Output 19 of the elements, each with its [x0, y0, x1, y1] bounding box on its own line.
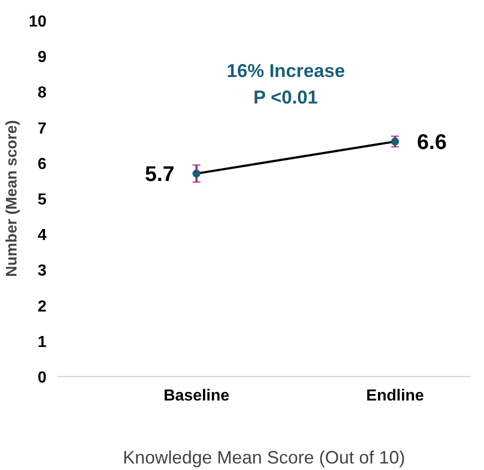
- annotation: 16% Increase: [226, 60, 345, 81]
- y-tick-label: 9: [38, 49, 47, 66]
- data-label: 6.6: [417, 130, 447, 154]
- y-tick-label: 10: [28, 14, 47, 30]
- x-tick-label: Endline: [366, 388, 424, 404]
- y-tick-label: 0: [38, 370, 47, 386]
- x-axis-title: Knowledge Mean Score (Out of 10): [122, 448, 406, 468]
- y-tick-label: 7: [38, 120, 47, 138]
- y-tick-label: 2: [38, 298, 47, 316]
- y-tick-label: 3: [38, 262, 47, 280]
- x-tick-label: Baseline: [164, 388, 230, 404]
- y-tick-label: 1: [38, 334, 47, 351]
- y-tick-label: 6: [38, 156, 47, 173]
- y-tick-label: 4: [38, 227, 47, 244]
- y-tick-label: 5: [38, 192, 47, 208]
- y-tick-label: 8: [38, 84, 47, 102]
- annotation: P <0.01: [253, 86, 318, 108]
- y-axis-title: Number (Mean score): [4, 120, 21, 277]
- data-label: 5.7: [144, 162, 174, 186]
